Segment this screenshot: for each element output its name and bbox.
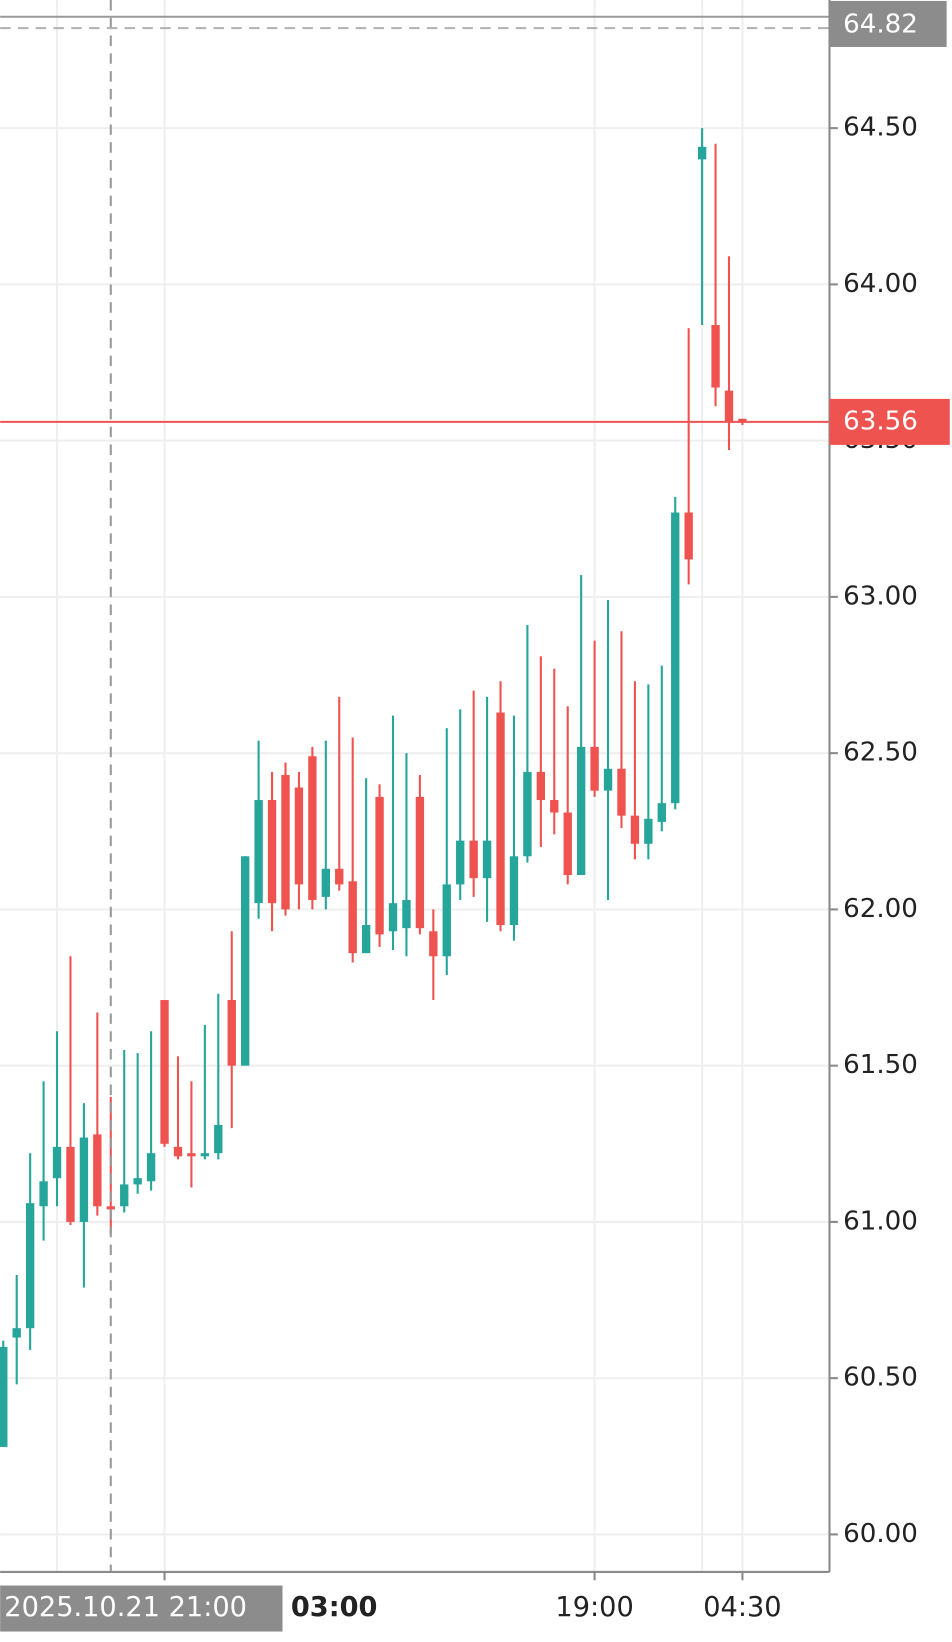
candle-body xyxy=(200,1153,210,1157)
candle-body xyxy=(509,856,519,926)
candle-body xyxy=(402,900,411,929)
crosshair-price-label: 64.82 xyxy=(843,9,918,39)
candle-body xyxy=(657,803,666,822)
candle-body xyxy=(120,1184,129,1207)
candle-body xyxy=(348,881,357,954)
candle-body xyxy=(644,818,653,844)
candle-body xyxy=(52,1146,62,1179)
candle-body xyxy=(335,868,344,885)
candle-body xyxy=(106,1206,115,1210)
candle-body xyxy=(66,1146,75,1222)
y-tick-label: 61.50 xyxy=(843,1050,918,1080)
candle-body xyxy=(173,1146,183,1157)
x-tick-label: 03:00 xyxy=(291,1592,378,1623)
candle-body xyxy=(375,796,384,935)
candle-body xyxy=(388,903,398,932)
x-tick-label: 04:30 xyxy=(703,1592,781,1623)
candle-body xyxy=(267,800,277,904)
candle-body xyxy=(563,812,572,876)
y-tick-label: 62.00 xyxy=(843,894,918,924)
last-price-box xyxy=(829,398,950,445)
candle-body xyxy=(684,512,693,560)
candle-body xyxy=(281,775,290,910)
candle-body xyxy=(738,418,747,422)
candle-body xyxy=(254,800,263,904)
candle-body xyxy=(496,712,505,926)
y-tick-label: 60.50 xyxy=(843,1363,918,1393)
crosshair-time-label: 2025.10.21 21:00 xyxy=(4,1592,247,1623)
crosshair-price-box xyxy=(829,0,947,47)
x-tick-label: 19:00 xyxy=(555,1592,633,1623)
candle-body xyxy=(550,800,559,813)
candle-body xyxy=(93,1134,102,1207)
candle-body xyxy=(442,884,451,957)
candle-body xyxy=(187,1153,196,1157)
y-tick-label: 64.00 xyxy=(843,269,918,299)
candle-body xyxy=(321,868,330,897)
candle-body xyxy=(429,931,438,957)
candle-body xyxy=(617,768,626,816)
candle-body xyxy=(39,1181,48,1207)
candle-body xyxy=(456,840,465,885)
candle-body xyxy=(724,390,734,422)
candle-body xyxy=(671,512,680,804)
candle-body xyxy=(25,1203,35,1329)
crosshair-time-box xyxy=(0,1585,283,1632)
y-tick-label: 60.00 xyxy=(843,1519,918,1549)
candle-body xyxy=(469,840,478,879)
candle-body xyxy=(294,787,304,885)
last-price-label: 63.56 xyxy=(843,406,918,436)
candle-body xyxy=(361,925,371,954)
candle-body xyxy=(697,146,707,160)
candle-body xyxy=(146,1153,156,1182)
candle-body xyxy=(576,746,586,876)
candle-body xyxy=(240,856,250,1066)
y-tick-label: 64.50 xyxy=(843,113,918,143)
candle-body xyxy=(214,1125,223,1154)
candle-body xyxy=(0,1346,8,1447)
candle-body xyxy=(160,1000,169,1144)
candle-body xyxy=(603,768,613,791)
candle-body xyxy=(482,840,492,879)
candle-body xyxy=(415,796,425,929)
candle-body xyxy=(630,815,640,844)
y-tick-label: 62.50 xyxy=(843,738,918,768)
y-tick-label: 61.00 xyxy=(843,1206,918,1236)
candle-body xyxy=(711,325,720,388)
candle-body xyxy=(12,1328,21,1338)
candle-body xyxy=(590,746,599,791)
candle-body xyxy=(536,771,546,801)
candle-body xyxy=(227,1000,236,1066)
candle-body xyxy=(523,771,532,857)
candle-body xyxy=(133,1178,142,1185)
y-tick-label: 63.00 xyxy=(843,581,918,611)
candle-body xyxy=(79,1137,89,1222)
candle-body xyxy=(308,756,317,901)
